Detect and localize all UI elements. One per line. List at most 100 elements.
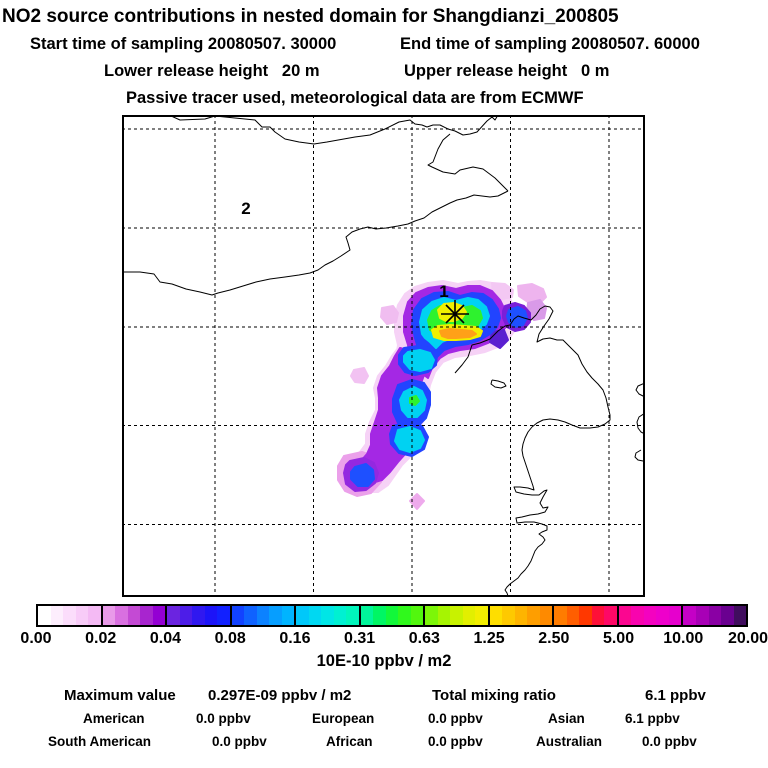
total-ratio-value: 6.1 ppbv: [645, 687, 706, 704]
colorbar-cell: [462, 606, 476, 625]
map-frame: [122, 115, 645, 597]
colorbar-segment-5: [358, 606, 424, 625]
colorbar-cell: [204, 606, 218, 625]
colorbar-cell: [256, 606, 270, 625]
colorbar-cell: [450, 606, 463, 625]
colorbar-cell: [38, 606, 51, 625]
asian-value: 6.1 ppbv: [625, 711, 680, 726]
american-label: American: [83, 711, 145, 726]
colorbar-cell: [579, 606, 592, 625]
colorbar-segment-7: [487, 606, 553, 625]
plume-layer-t1-cyan: [403, 349, 435, 372]
colorbar-cell: [514, 606, 528, 625]
plot-title: NO2 source contributions in nested domai…: [2, 6, 619, 27]
colorbar-cell: [475, 606, 488, 625]
colorbar-cell: [231, 606, 245, 625]
plume-layer-patch-topright-2: [517, 283, 547, 304]
american-value: 0.0 ppbv: [196, 711, 251, 726]
colorbar-cell: [527, 606, 540, 625]
colorbar-cell: [591, 606, 605, 625]
colorbar-tick-0.02: 0.02: [85, 630, 117, 647]
colorbar-cell: [604, 606, 617, 625]
colorbar-cell: [140, 606, 153, 625]
colorbar-cell: [489, 606, 503, 625]
colorbar-cell: [668, 606, 682, 625]
colorbar-cell: [695, 606, 709, 625]
colorbar-cell: [437, 606, 451, 625]
colorbar-tick-0.08: 0.08: [214, 630, 246, 647]
colorbar-cell: [721, 606, 734, 625]
colorbar-segment-6: [423, 606, 488, 625]
upper-release-label: Upper release height 0 m: [404, 62, 610, 80]
colorbar-cell: [296, 606, 309, 625]
colorbar-segment-0: [38, 606, 101, 625]
start-time-label: Start time of sampling 20080507. 30000: [30, 35, 337, 53]
colorbar-segment-4: [294, 606, 359, 625]
colorbar-tick-0.16: 0.16: [279, 630, 311, 647]
colorbar-cell: [733, 606, 747, 625]
colorbar-unit-label: 10E-10 ppbv / m2: [316, 652, 452, 670]
colorbar-cell: [244, 606, 257, 625]
colorbar-cell: [631, 606, 644, 625]
colorbar-segment-10: [681, 606, 747, 625]
colorbar-segment-1: [100, 606, 166, 625]
end-time-label: End time of sampling 20080507. 60000: [400, 35, 700, 53]
colorbar-cell: [281, 606, 295, 625]
south-american-label: South American: [48, 734, 152, 749]
colorbar-cell: [167, 606, 180, 625]
colorbar-cell: [708, 606, 722, 625]
outline-bohai-coast: [454, 305, 611, 597]
south-american-value: 0.0 ppbv: [212, 734, 267, 749]
australian-value: 0.0 ppbv: [642, 734, 697, 749]
colorbar-cell: [373, 606, 386, 625]
colorbar-cell: [115, 606, 128, 625]
colorbar-cell: [179, 606, 193, 625]
colorbar-cell: [618, 606, 632, 625]
map-label-2: 2: [241, 199, 250, 218]
colorbar-cell: [566, 606, 580, 625]
colorbar-cell: [410, 606, 424, 625]
colorbar-cell: [346, 606, 359, 625]
colorbar-segment-8: [552, 606, 617, 625]
colorbar-tick-0.04: 0.04: [149, 630, 182, 647]
colorbar-cell: [539, 606, 553, 625]
colorbar-tick-0.31: 0.31: [344, 630, 376, 647]
plume-layer-dot-tail-pale: [350, 367, 369, 384]
colorbar-cell: [333, 606, 347, 625]
plume-layer-dot-left-pale: [380, 305, 399, 325]
colorbar-segment-2: [165, 606, 230, 625]
colorbar-cell: [321, 606, 334, 625]
colorbar-cell: [425, 606, 438, 625]
colorbar-tick-10.00: 10.00: [663, 630, 704, 647]
station-star-marker: [441, 300, 469, 328]
outline-bay-north-arm: [427, 133, 509, 192]
outline-islet: [490, 379, 507, 389]
colorbar-cell: [398, 606, 411, 625]
colorbar: [36, 604, 748, 627]
colorbar-tick-0.00: 0.00: [20, 630, 52, 647]
plume-layer-t2-green: [409, 395, 420, 406]
european-value: 0.0 ppbv: [428, 711, 483, 726]
plume-layer-diamond-pale: [409, 493, 425, 510]
european-label: European: [312, 711, 375, 726]
colorbar-cell: [683, 606, 696, 625]
colorbar-cell: [50, 606, 64, 625]
map-svg: 21: [122, 114, 646, 597]
colorbar-cell: [643, 606, 657, 625]
max-value: 0.297E-09 ppbv / m2: [208, 687, 352, 704]
plume-layer-head-orange-core: [439, 328, 477, 339]
colorbar-cell: [554, 606, 567, 625]
max-value-label: Maximum value: [64, 687, 176, 704]
total-ratio-label: Total mixing ratio: [432, 687, 556, 704]
colorbar-segment-9: [616, 606, 682, 625]
colorbar-cell: [269, 606, 282, 625]
lower-release-label: Lower release height 20 m: [104, 62, 320, 80]
colorbar-cell: [75, 606, 89, 625]
map-label-1: 1: [439, 282, 448, 301]
colorbar-cell: [127, 606, 141, 625]
colorbar-tick-5.00: 5.00: [602, 630, 635, 647]
colorbar-cell: [502, 606, 515, 625]
plume-layer-t3-cyan: [394, 426, 425, 453]
plume-layer-t4-blue: [350, 463, 375, 487]
